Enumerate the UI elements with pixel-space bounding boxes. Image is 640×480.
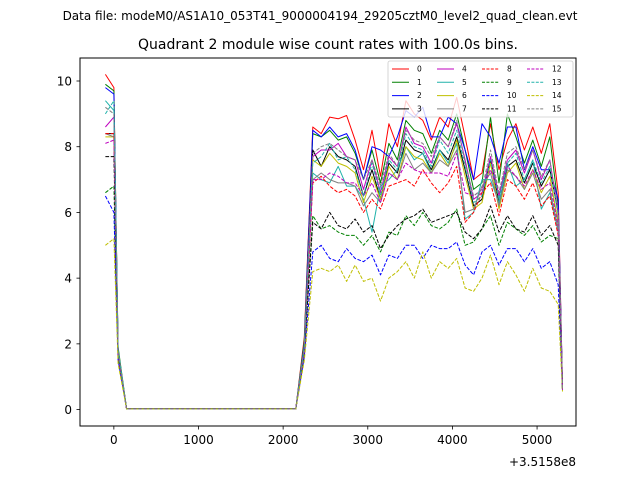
series-line-0 <box>104 74 563 410</box>
y-tick-label: 6 <box>64 206 72 220</box>
series-line-9 <box>105 185 563 410</box>
legend-label-9: 9 <box>507 78 512 87</box>
series-line-15 <box>105 106 563 410</box>
legend-label-13: 13 <box>552 78 562 87</box>
y-axis: 0 2 4 6 8 10 <box>57 75 80 417</box>
chart-title: Quadrant 2 module wise count rates with … <box>138 37 518 53</box>
legend-label-1: 1 <box>417 78 422 87</box>
x-tick-label: 5000 <box>522 433 553 447</box>
legend-label-6: 6 <box>462 91 467 100</box>
y-tick-label: 10 <box>57 75 72 89</box>
legend-label-15: 15 <box>552 104 562 113</box>
legend-label-5: 5 <box>462 78 467 87</box>
legend-label-7: 7 <box>462 104 467 113</box>
plot-frame <box>79 57 577 427</box>
x-offset-label: +3.5158e8 <box>509 455 576 469</box>
legend-label-10: 10 <box>507 91 517 100</box>
y-tick-label: 4 <box>64 272 72 286</box>
y-tick-label: 8 <box>64 140 72 154</box>
legend-label-0: 0 <box>417 65 422 74</box>
series-line-14 <box>105 238 563 410</box>
series-layer <box>104 74 563 410</box>
legend-label-4: 4 <box>462 65 467 74</box>
series-line-4 <box>105 116 563 410</box>
legend-label-8: 8 <box>507 65 512 74</box>
legend-label-12: 12 <box>552 65 562 74</box>
x-axis: 0 1000 2000 3000 4000 5000 <box>110 426 552 447</box>
legend-box <box>387 60 574 118</box>
x-tick-label: 3000 <box>353 433 384 447</box>
series-line-1 <box>105 83 563 410</box>
legend-label-2: 2 <box>417 91 422 100</box>
x-tick-label: 1000 <box>183 433 214 447</box>
legend-label-14: 14 <box>552 91 562 100</box>
y-tick-label: 2 <box>64 337 72 351</box>
x-tick-label: 2000 <box>268 433 299 447</box>
legend-label-3: 3 <box>417 104 422 113</box>
y-tick-label: 0 <box>64 403 72 417</box>
legend-label-11: 11 <box>507 104 517 113</box>
x-tick-label: 0 <box>110 433 118 447</box>
figure-suptitle: Data file: modeM0/AS1A10_053T41_90000041… <box>63 9 578 23</box>
x-tick-label: 4000 <box>437 433 468 447</box>
